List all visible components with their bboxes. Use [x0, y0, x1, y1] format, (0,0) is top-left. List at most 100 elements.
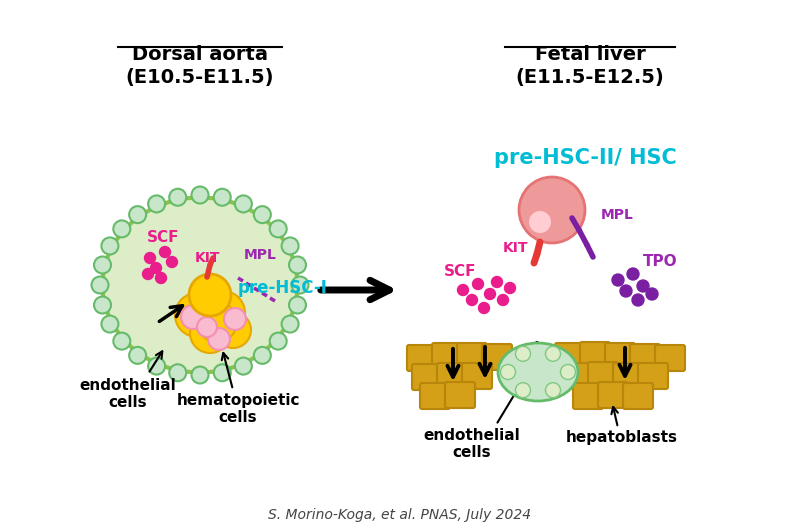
- Circle shape: [208, 328, 230, 350]
- Circle shape: [289, 296, 306, 314]
- Circle shape: [190, 313, 230, 353]
- Circle shape: [561, 365, 575, 379]
- Circle shape: [466, 295, 478, 305]
- Circle shape: [155, 272, 166, 284]
- FancyBboxPatch shape: [407, 345, 437, 371]
- Circle shape: [519, 177, 585, 243]
- Circle shape: [170, 189, 186, 206]
- FancyBboxPatch shape: [555, 343, 585, 369]
- Circle shape: [282, 315, 298, 332]
- Circle shape: [129, 206, 146, 223]
- Circle shape: [546, 383, 561, 398]
- Circle shape: [102, 237, 118, 254]
- FancyBboxPatch shape: [432, 343, 462, 369]
- Circle shape: [235, 358, 252, 375]
- FancyBboxPatch shape: [588, 362, 618, 388]
- Circle shape: [473, 278, 483, 289]
- Circle shape: [529, 211, 551, 233]
- Circle shape: [191, 187, 209, 204]
- FancyBboxPatch shape: [580, 342, 610, 368]
- Circle shape: [175, 293, 219, 337]
- Text: hematopoietic
cells: hematopoietic cells: [176, 393, 300, 426]
- Circle shape: [114, 220, 130, 237]
- Circle shape: [505, 282, 515, 294]
- Ellipse shape: [498, 343, 578, 401]
- Circle shape: [102, 315, 118, 332]
- Circle shape: [282, 237, 298, 254]
- Ellipse shape: [102, 198, 298, 373]
- Circle shape: [214, 189, 230, 206]
- Circle shape: [148, 358, 165, 375]
- FancyBboxPatch shape: [613, 363, 643, 389]
- Circle shape: [491, 277, 502, 287]
- FancyBboxPatch shape: [605, 343, 635, 369]
- Text: pre-HSC-II/ HSC: pre-HSC-II/ HSC: [494, 148, 676, 168]
- Text: KIT: KIT: [502, 241, 528, 255]
- Circle shape: [159, 246, 170, 258]
- Text: MPL: MPL: [601, 208, 634, 222]
- Circle shape: [145, 252, 155, 263]
- FancyBboxPatch shape: [623, 383, 653, 409]
- Circle shape: [646, 288, 658, 300]
- Text: endothelial
cells: endothelial cells: [80, 378, 176, 410]
- Circle shape: [114, 333, 130, 350]
- Circle shape: [478, 303, 490, 314]
- Circle shape: [254, 206, 271, 223]
- FancyBboxPatch shape: [563, 363, 593, 389]
- Text: Fetal liver: Fetal liver: [534, 45, 646, 64]
- Circle shape: [254, 347, 271, 364]
- Text: hepatoblasts: hepatoblasts: [566, 430, 678, 445]
- Circle shape: [289, 257, 306, 273]
- Circle shape: [515, 383, 530, 398]
- Circle shape: [612, 274, 624, 286]
- FancyBboxPatch shape: [630, 344, 660, 370]
- Text: pre-HSC-I: pre-HSC-I: [238, 279, 328, 297]
- Circle shape: [270, 333, 286, 350]
- Circle shape: [191, 367, 209, 384]
- Text: SCF: SCF: [146, 231, 179, 245]
- Text: SCF: SCF: [444, 264, 476, 279]
- Circle shape: [515, 346, 530, 361]
- Circle shape: [197, 317, 217, 337]
- Circle shape: [637, 280, 649, 292]
- Text: KIT: KIT: [195, 251, 221, 265]
- Circle shape: [224, 308, 246, 330]
- Circle shape: [627, 268, 639, 280]
- FancyBboxPatch shape: [412, 364, 442, 390]
- FancyBboxPatch shape: [598, 382, 628, 408]
- Circle shape: [94, 257, 111, 273]
- Circle shape: [235, 196, 252, 213]
- Circle shape: [94, 296, 111, 314]
- Circle shape: [632, 294, 644, 306]
- Circle shape: [458, 285, 469, 296]
- FancyBboxPatch shape: [638, 363, 668, 389]
- Circle shape: [129, 347, 146, 364]
- Circle shape: [501, 365, 515, 379]
- Circle shape: [201, 291, 245, 335]
- Circle shape: [148, 196, 165, 213]
- FancyBboxPatch shape: [655, 345, 685, 371]
- FancyBboxPatch shape: [445, 382, 475, 408]
- Circle shape: [291, 277, 309, 294]
- FancyBboxPatch shape: [457, 343, 487, 369]
- FancyBboxPatch shape: [462, 363, 492, 389]
- FancyBboxPatch shape: [482, 344, 512, 370]
- Circle shape: [546, 346, 561, 361]
- Circle shape: [270, 220, 286, 237]
- Text: endothelial
cells: endothelial cells: [424, 428, 520, 461]
- Circle shape: [197, 302, 237, 342]
- Text: Dorsal aorta: Dorsal aorta: [132, 45, 268, 64]
- Circle shape: [166, 257, 178, 268]
- Circle shape: [485, 288, 495, 299]
- Text: (E10.5-E11.5): (E10.5-E11.5): [126, 68, 274, 87]
- Circle shape: [91, 277, 109, 294]
- FancyBboxPatch shape: [420, 383, 450, 409]
- Text: S. Morino-Koga, et al. PNAS, July 2024: S. Morino-Koga, et al. PNAS, July 2024: [269, 508, 531, 522]
- Circle shape: [215, 312, 251, 348]
- Circle shape: [498, 295, 509, 305]
- FancyBboxPatch shape: [437, 363, 467, 389]
- Text: TPO: TPO: [642, 254, 678, 269]
- Text: MPL: MPL: [243, 248, 277, 262]
- Circle shape: [170, 364, 186, 381]
- Text: (E11.5-E12.5): (E11.5-E12.5): [516, 68, 664, 87]
